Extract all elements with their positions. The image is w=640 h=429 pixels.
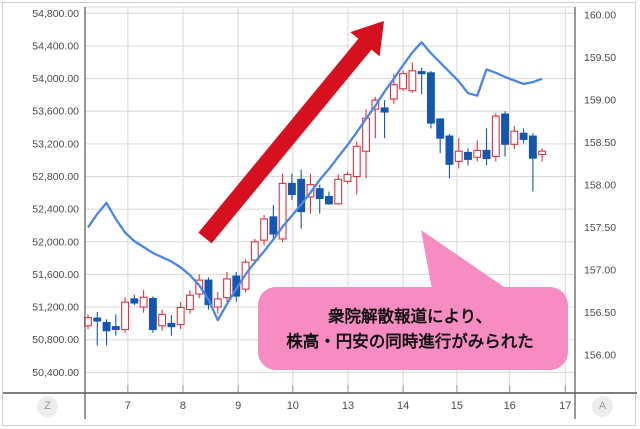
svg-text:53,600.00: 53,600.00 [32,106,79,118]
svg-text:52,000.00: 52,000.00 [32,236,79,248]
callout-bubble: 衆院解散報道により、 株高・円安の同時進行がみられた [258,230,568,370]
svg-text:157.00: 157.00 [584,265,616,277]
fx-line-series [87,41,543,322]
svg-text:160.00: 160.00 [584,10,616,22]
zoom-out-button[interactable]: Z [37,396,58,417]
axes [3,7,637,419]
svg-text:15: 15 [451,400,463,412]
svg-text:156.50: 156.50 [584,307,616,319]
svg-text:157.50: 157.50 [584,222,616,234]
svg-text:51,200.00: 51,200.00 [32,302,79,314]
zoom-in-button[interactable]: A [592,396,613,417]
svg-text:52,800.00: 52,800.00 [32,171,79,183]
svg-text:17: 17 [559,400,571,412]
svg-text:159.50: 159.50 [584,52,616,64]
svg-text:13: 13 [342,400,354,412]
svg-text:10: 10 [287,400,299,412]
svg-text:54,000.00: 54,000.00 [32,73,79,85]
svg-text:53,200.00: 53,200.00 [32,138,79,150]
svg-text:14: 14 [397,400,409,412]
callout-text-line1: 衆院解散報道により、 [328,306,492,326]
callout-text-line2: 株高・円安の同時進行がみられた [286,331,534,351]
svg-text:7: 7 [125,400,131,412]
svg-text:16: 16 [504,400,516,412]
svg-text:50,400.00: 50,400.00 [32,367,79,379]
svg-text:54,800.00: 54,800.00 [32,8,79,20]
svg-text:50,800.00: 50,800.00 [32,334,79,346]
svg-text:51,600.00: 51,600.00 [32,269,79,281]
axis-labels: 54,800.00 54,400.00 54,000.00 53,600.00 53,2… [32,8,616,412]
svg-text:156.00: 156.00 [584,350,616,362]
svg-text:52,400.00: 52,400.00 [32,204,79,216]
svg-text:8: 8 [180,400,186,412]
svg-text:159.00: 159.00 [584,95,616,107]
trend-arrow [198,21,384,244]
svg-text:54,400.00: 54,400.00 [32,40,79,52]
svg-text:9: 9 [235,400,241,412]
svg-text:158.50: 158.50 [584,137,616,149]
svg-text:158.00: 158.00 [584,180,616,192]
